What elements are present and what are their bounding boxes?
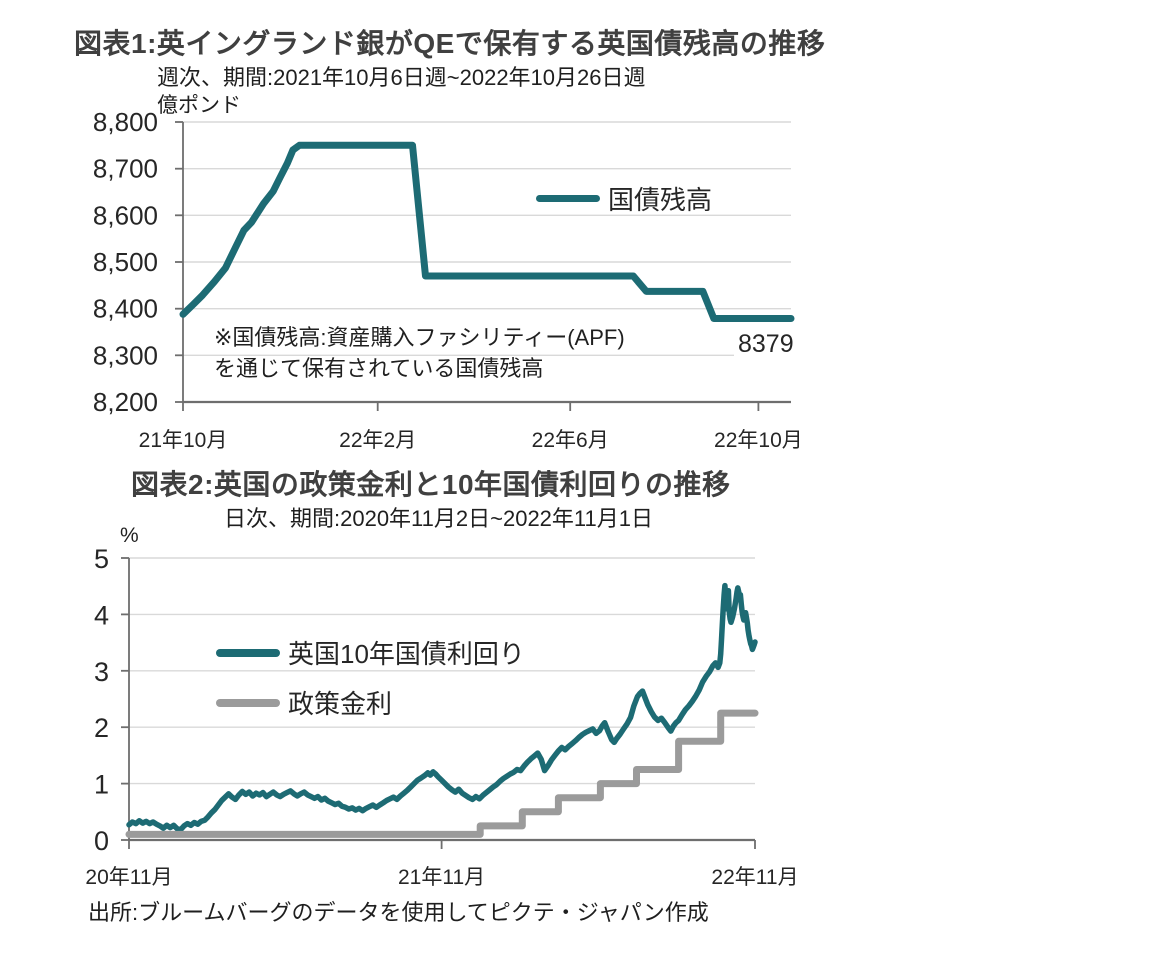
- policy-rate-legend-line-swatch: [216, 698, 280, 707]
- fig1-subtitle: 週次、期間:2021年10月6日週~2022年10月26日週: [157, 65, 646, 90]
- fig1-legend-item-gilt-holdings: 国債残高: [536, 180, 712, 217]
- y-tick-label: 4: [94, 600, 109, 630]
- y-tick-label: 8,500: [93, 247, 158, 277]
- y-tick-label: 8,600: [93, 200, 158, 230]
- x-tick-label: 22年10月: [714, 429, 803, 452]
- series-gilt-holdings: [179, 141, 795, 322]
- gilt-holdings-legend-label: 国債残高: [608, 185, 713, 215]
- fig1-title: 図表1:英イングランド銀がQEで保有する英国債残高の推移: [74, 28, 826, 59]
- uk-10y-yield-legend-line-swatch: [216, 648, 280, 657]
- gilt-holdings-legend-line-swatch: [536, 195, 600, 202]
- x-tick-label: 21年10月: [139, 429, 228, 452]
- y-tick-label: 8,200: [93, 387, 158, 417]
- y-tick-label: 8,700: [93, 154, 158, 184]
- y-tick-label: 2: [94, 713, 109, 743]
- fig1-annotation-line2: を通じて保有されている国債残高: [214, 356, 544, 381]
- series-uk-10y-gilt-yield: [126, 582, 758, 833]
- series-boe-policy-rate: [125, 709, 759, 838]
- y-tick-label: 3: [94, 657, 109, 687]
- x-tick-label: 20年11月: [85, 866, 172, 889]
- x-tick-label: 22年11月: [711, 866, 798, 889]
- x-tick-label: 22年2月: [339, 429, 416, 452]
- uk-10y-yield-legend-label: 英国10年国債利回り: [288, 639, 525, 669]
- fig1-annotation: ※国債残高:資産購入ファシリティー(APF) を通じて保有されている国債残高: [214, 322, 625, 384]
- x-tick-label: 21年11月: [398, 866, 485, 889]
- fig2-subtitle: 日次、期間:2020年11月2日~2022年11月1日: [224, 506, 653, 531]
- fig1-annotation-line1: ※国債残高:資産購入ファシリティー(APF): [214, 325, 625, 350]
- y-tick-label: 1: [94, 770, 109, 800]
- fig2-title: 図表2:英国の政策金利と10年国債利回りの推移: [131, 469, 731, 500]
- fig2-legend-item-policy-rate: 政策金利: [216, 684, 392, 721]
- y-tick-label: 8,800: [93, 107, 158, 137]
- y-tick-label: 5: [94, 544, 109, 574]
- x-tick-label: 22年6月: [532, 429, 609, 452]
- fig1-y-unit-label: 億ポンド: [157, 94, 241, 117]
- y-tick-label: 8,400: [93, 294, 158, 324]
- y-tick-label: 8,300: [93, 340, 158, 370]
- fig2-legend-item-10y-yield: 英国10年国債利回り: [216, 634, 525, 671]
- fig2-y-unit-label: %: [120, 524, 139, 547]
- source-note: 出所:ブルームバーグのデータを使用してピクテ・ジャパン作成: [88, 900, 709, 925]
- y-tick-label: 0: [94, 826, 109, 856]
- policy-rate-legend-label: 政策金利: [288, 689, 393, 719]
- fig1-last-value-label: 8379: [734, 330, 798, 359]
